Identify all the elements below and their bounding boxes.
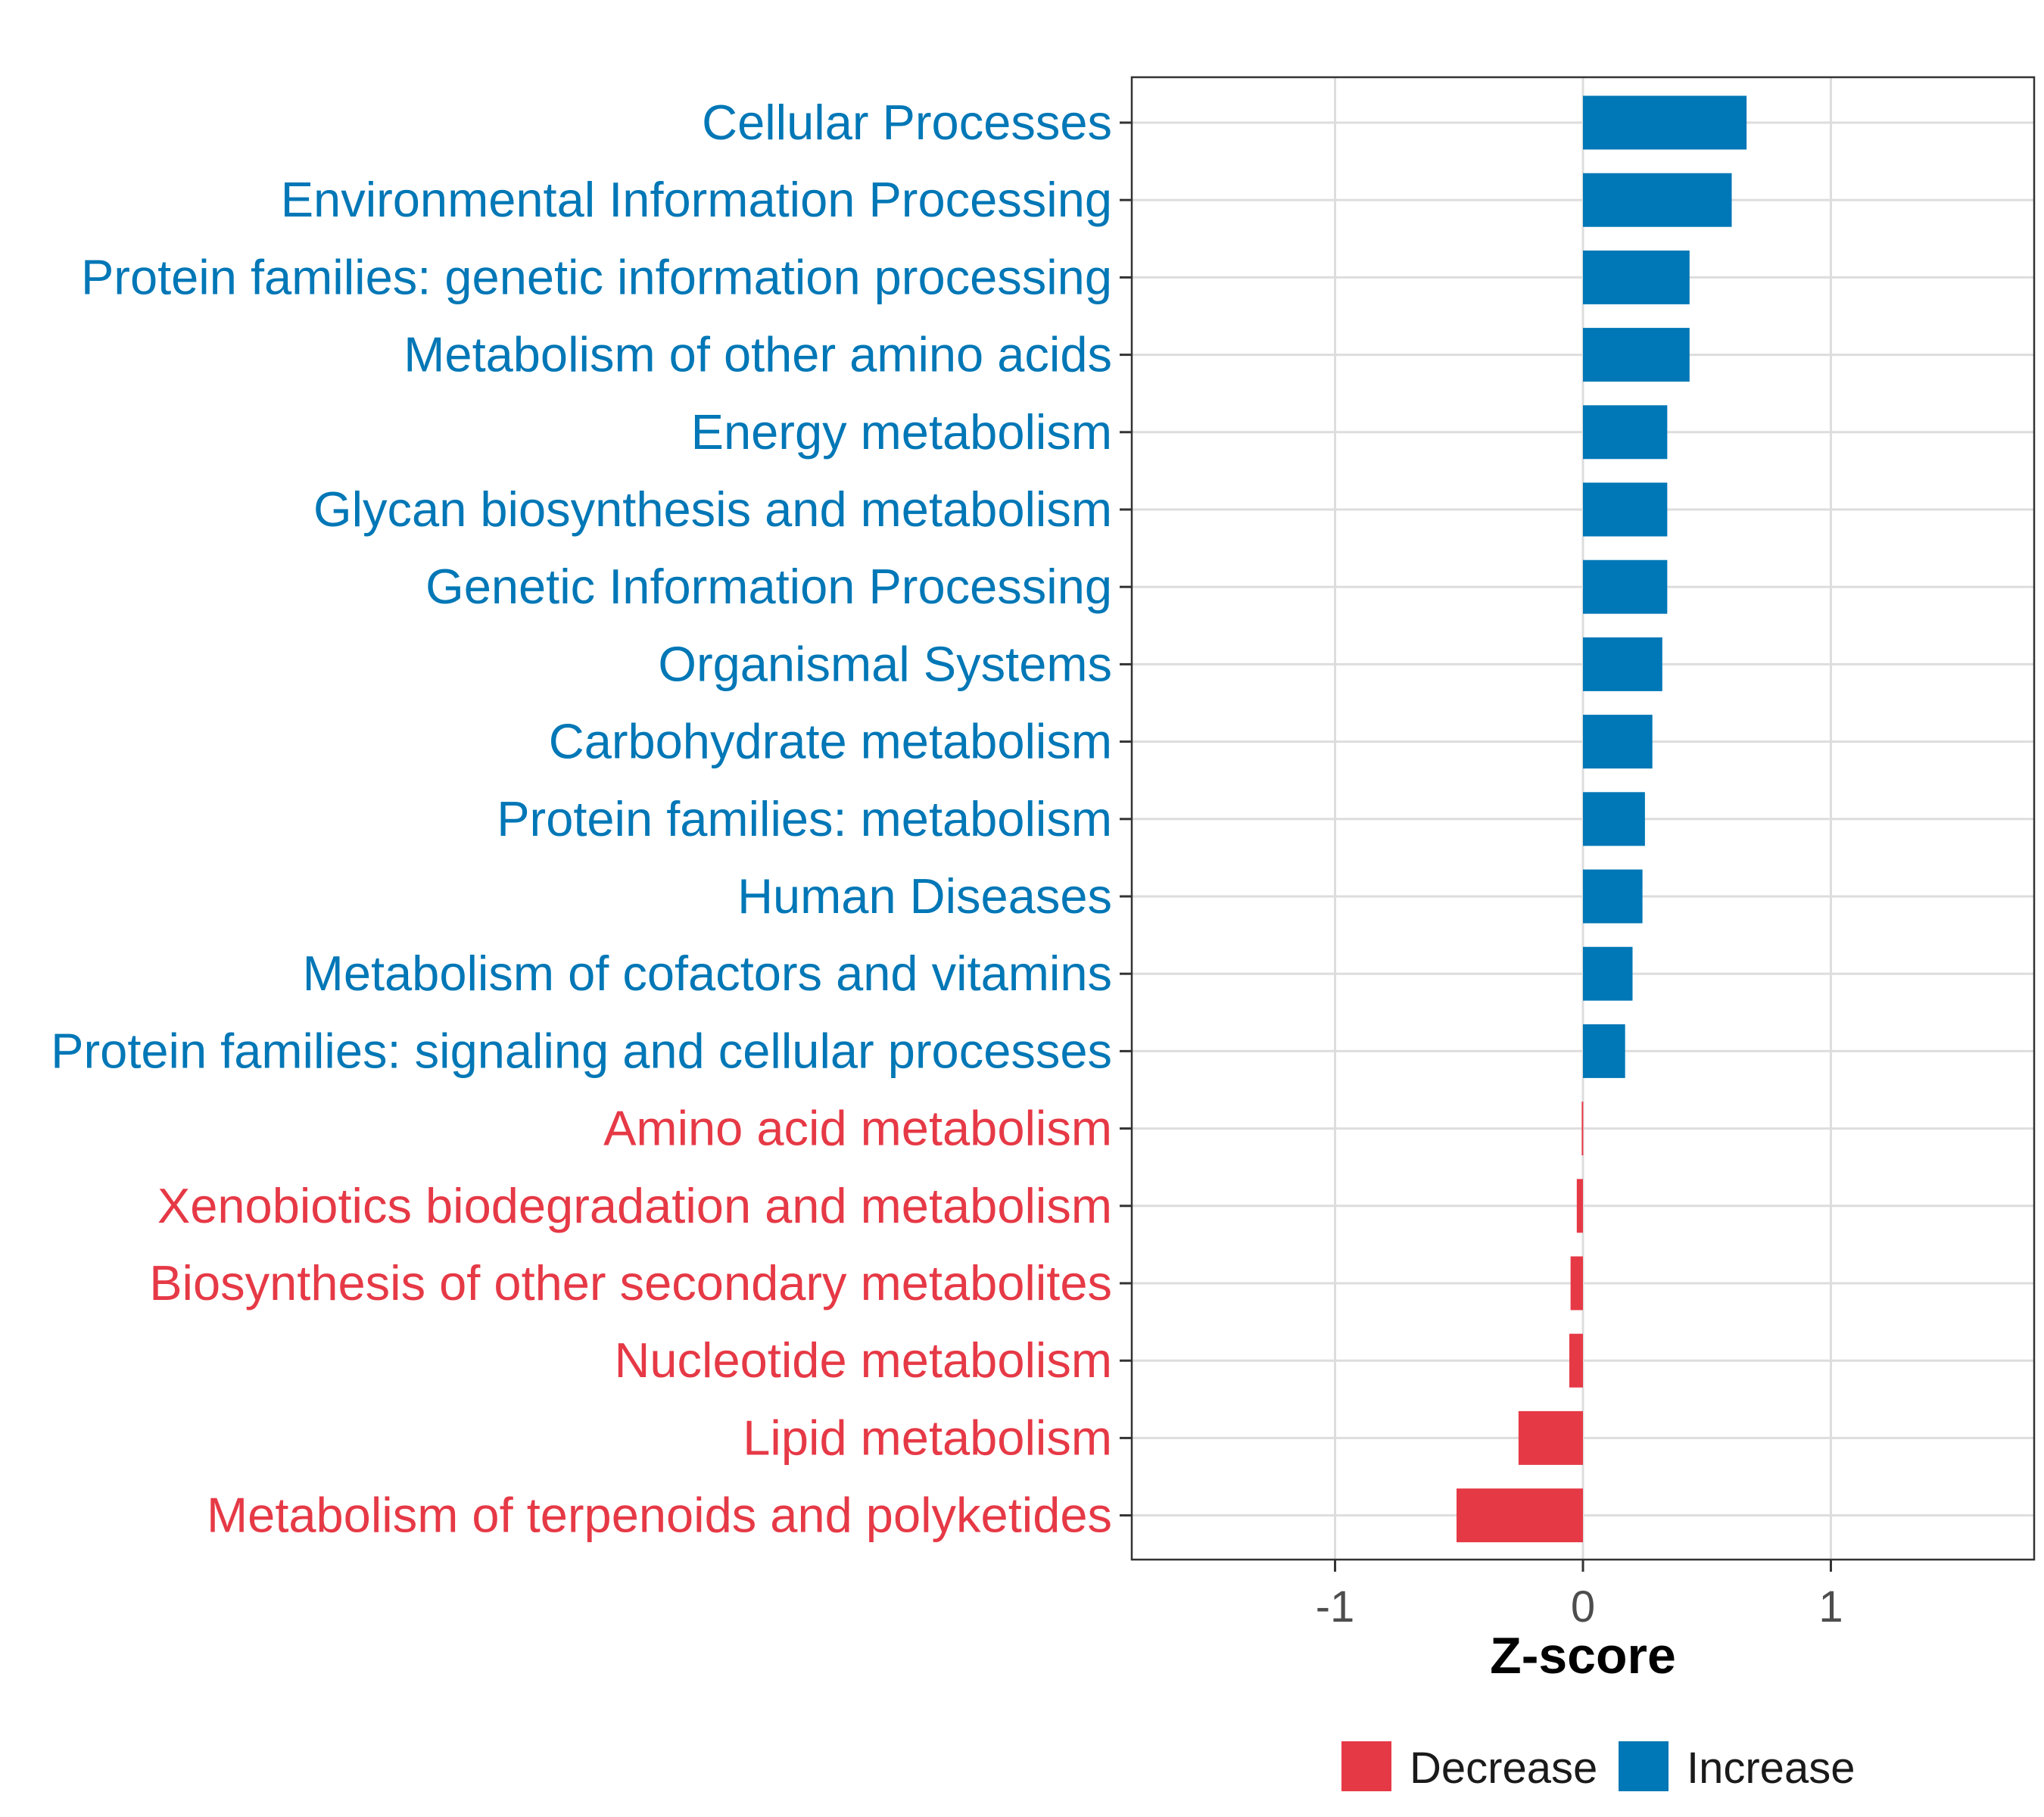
x-tick-label-0: -1: [1316, 1582, 1355, 1632]
category-label-biosynthesis-of-other-secondary-metabolites: Biosynthesis of other secondary metaboli…: [149, 1255, 1112, 1311]
bar-organismal-systems: [1583, 637, 1662, 691]
legend-swatch-decrease: [1341, 1741, 1391, 1791]
legend-swatch-increase: [1619, 1741, 1669, 1791]
category-label-genetic-information-processing: Genetic Information Processing: [425, 559, 1112, 614]
legend-label-decrease: Decrease: [1410, 1744, 1597, 1793]
category-label-metabolism-of-terpenoids-and-polyketides: Metabolism of terpenoids and polyketides: [207, 1488, 1112, 1543]
bar-biosynthesis-of-other-secondary-metabolites: [1570, 1256, 1583, 1311]
bar-protein-families-signaling-and-cellular-processes: [1583, 1024, 1625, 1078]
x-axis-title: Z-score: [1490, 1627, 1676, 1685]
category-label-organismal-systems: Organismal Systems: [658, 636, 1112, 691]
category-label-carbohydrate-metabolism: Carbohydrate metabolism: [549, 714, 1112, 769]
category-label-energy-metabolism: Energy metabolism: [691, 404, 1112, 460]
bar-lipid-metabolism: [1518, 1410, 1583, 1465]
bar-glycan-biosynthesis-and-metabolism: [1583, 482, 1668, 537]
bar-carbohydrate-metabolism: [1583, 715, 1653, 769]
y-axis-ticks: [1120, 121, 1132, 1517]
bar-protein-families-genetic-information-processing: [1583, 250, 1690, 304]
bar-metabolism-of-other-amino-acids: [1583, 328, 1690, 382]
bar-xenobiotics-biodegradation-and-metabolism: [1576, 1179, 1583, 1233]
bar-human-diseases: [1583, 869, 1643, 924]
category-label-protein-families-genetic-information-processing: Protein families: genetic information pr…: [81, 249, 1112, 304]
legend-label-increase: Increase: [1687, 1744, 1855, 1793]
bar-amino-acid-metabolism: [1581, 1102, 1584, 1156]
bar-metabolism-of-cofactors-and-vitamins: [1583, 946, 1633, 1001]
category-label-glycan-biosynthesis-and-metabolism: Glycan biosynthesis and metabolism: [313, 482, 1112, 537]
category-label-nucleotide-metabolism: Nucleotide metabolism: [614, 1332, 1112, 1388]
category-label-xenobiotics-biodegradation-and-metabolism: Xenobiotics biodegradation and metabolis…: [157, 1178, 1112, 1233]
bar-cellular-processes: [1583, 95, 1747, 150]
category-label-metabolism-of-cofactors-and-vitamins: Metabolism of cofactors and vitamins: [303, 946, 1112, 1001]
bar-protein-families-metabolism: [1583, 792, 1645, 846]
category-labels: Cellular Processes Environmental Informat…: [51, 95, 1112, 1543]
category-label-cellular-processes: Cellular Processes: [702, 95, 1112, 150]
category-label-environmental-information-processing: Environmental Information Processing: [281, 172, 1112, 227]
x-tick-label-2: 1: [1818, 1582, 1843, 1632]
x-axis-ticks: -1 0 1: [1316, 1560, 1843, 1632]
x-tick-label-1: 0: [1571, 1582, 1595, 1632]
category-label-protein-families-signaling-and-cellular-processes: Protein families: signaling and cellular…: [51, 1023, 1112, 1078]
bar-energy-metabolism: [1583, 405, 1668, 460]
bars: [1456, 95, 1747, 1543]
bar-genetic-information-processing: [1583, 559, 1668, 614]
category-label-lipid-metabolism: Lipid metabolism: [743, 1410, 1112, 1465]
bar-metabolism-of-terpenoids-and-polyketides: [1456, 1488, 1583, 1543]
bar-nucleotide-metabolism: [1569, 1333, 1583, 1388]
bar-environmental-information-processing: [1583, 173, 1732, 227]
category-label-human-diseases: Human Diseases: [737, 868, 1112, 924]
legend: Decrease Increase: [1341, 1741, 1855, 1793]
category-label-protein-families-metabolism: Protein families: metabolism: [497, 791, 1112, 846]
category-label-metabolism-of-other-amino-acids: Metabolism of other amino acids: [404, 327, 1112, 382]
category-label-amino-acid-metabolism: Amino acid metabolism: [603, 1101, 1112, 1156]
